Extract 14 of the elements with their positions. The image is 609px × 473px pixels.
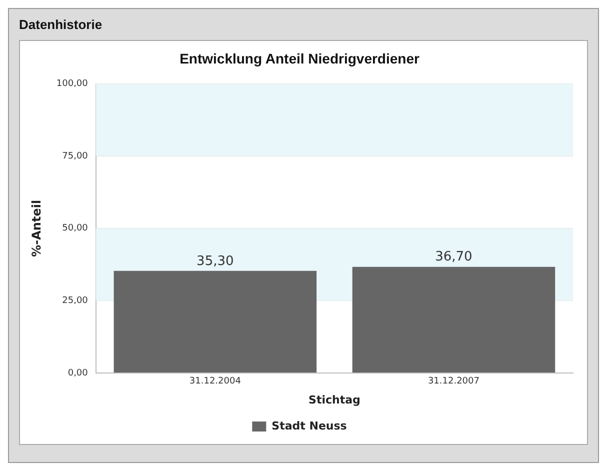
y-tick-label: 25,00: [62, 296, 88, 306]
legend-label: Stadt Neuss: [272, 419, 348, 432]
x-tick-label: 31.12.2004: [189, 376, 242, 387]
text: Datenhistorie: [19, 17, 104, 32]
chart-title: Entwicklung Anteil Niedrigverdiener: [180, 50, 420, 66]
y-tick-label: 100,00: [56, 79, 88, 90]
data-label: 36,70: [435, 250, 472, 265]
y-axis-title: %-Anteil: [29, 200, 44, 257]
y-tick-label: 75,00: [62, 151, 88, 162]
data-label: 35,30: [196, 254, 234, 269]
x-axis-title: Stichtag: [308, 393, 360, 406]
y-tick-label: 50,00: [62, 224, 88, 234]
x-tick-label: 31.12.2007: [428, 376, 480, 387]
y-tick-label: 0,00: [68, 368, 88, 378]
